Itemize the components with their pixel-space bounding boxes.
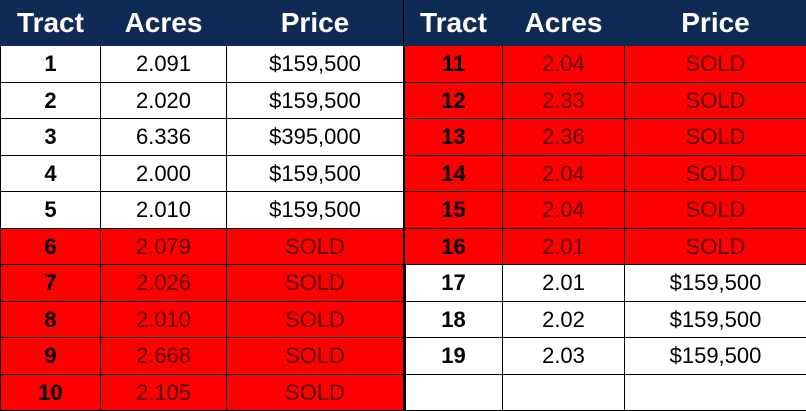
- acres-cell: 2.33: [503, 82, 625, 119]
- tract-column-header: Tract: [1, 1, 101, 46]
- price-cell: $159,500: [227, 192, 405, 229]
- acres-cell: 2.000: [101, 155, 227, 192]
- price-cell: SOLD: [227, 228, 405, 265]
- price-cell: SOLD: [625, 192, 806, 229]
- tract-cell: 9: [1, 338, 101, 375]
- acres-column-header: Acres: [503, 1, 625, 46]
- tract-column-header: Tract: [405, 1, 503, 46]
- acres-cell: 2.02: [503, 301, 625, 338]
- acres-cell: 2.020: [101, 82, 227, 119]
- tract-cell: 12: [405, 82, 503, 119]
- tract-cell: 7: [1, 265, 101, 302]
- acres-cell: 2.01: [503, 265, 625, 302]
- tract-cell: 16: [405, 228, 503, 265]
- price-cell: $159,500: [227, 82, 405, 119]
- header-row: Tract Acres Price: [1, 1, 405, 46]
- price-cell: $159,500: [625, 338, 806, 375]
- price-cell: SOLD: [227, 338, 405, 375]
- acres-cell: 2.03: [503, 338, 625, 375]
- acres-cell: 2.079: [101, 228, 227, 265]
- acres-cell: 2.04: [503, 46, 625, 83]
- tract-cell: 2: [1, 82, 101, 119]
- tract-cell: [405, 374, 503, 411]
- price-cell: SOLD: [227, 265, 405, 302]
- acres-cell: [503, 374, 625, 411]
- tract-cell: 19: [405, 338, 503, 375]
- price-column-header: Price: [625, 1, 806, 46]
- tract-cell: 5: [1, 192, 101, 229]
- acres-cell: 2.36: [503, 119, 625, 156]
- acres-cell: 2.04: [503, 155, 625, 192]
- tract-cell: 14: [405, 155, 503, 192]
- price-cell: $159,500: [227, 46, 405, 83]
- tract-cell: 3: [1, 119, 101, 156]
- price-cell: SOLD: [625, 119, 806, 156]
- acres-cell: 2.01: [503, 228, 625, 265]
- tract-cell: 13: [405, 119, 503, 156]
- price-cell: $159,500: [625, 301, 806, 338]
- price-cell: SOLD: [625, 82, 806, 119]
- tract-cell: 8: [1, 301, 101, 338]
- price-cell: SOLD: [227, 301, 405, 338]
- acres-cell: 2.026: [101, 265, 227, 302]
- price-cell: SOLD: [625, 155, 806, 192]
- tract-cell: 6: [1, 228, 101, 265]
- price-cell: SOLD: [625, 228, 806, 265]
- tract-cell: 4: [1, 155, 101, 192]
- tract-cell: 1: [1, 46, 101, 83]
- acres-cell: 2.668: [101, 338, 227, 375]
- price-column-header: Price: [227, 1, 405, 46]
- acres-cell: 2.091: [101, 46, 227, 83]
- table-row: [405, 374, 806, 411]
- header-row: Tract Acres Price: [405, 1, 806, 46]
- tract-cell: 17: [405, 265, 503, 302]
- price-cell: SOLD: [625, 46, 806, 83]
- acres-column-header: Acres: [101, 1, 227, 46]
- price-cell: $159,500: [625, 265, 806, 302]
- tract-cell: 11: [405, 46, 503, 83]
- price-cell: SOLD: [227, 374, 405, 411]
- price-cell: $395,000: [227, 119, 405, 156]
- tract-cell: 18: [405, 301, 503, 338]
- acres-cell: 2.010: [101, 192, 227, 229]
- price-cell: $159,500: [227, 155, 405, 192]
- acres-cell: 2.04: [503, 192, 625, 229]
- price-cell: [625, 374, 806, 411]
- tract-cell: 15: [405, 192, 503, 229]
- acres-cell: 2.010: [101, 301, 227, 338]
- tract-cell: 10: [1, 374, 101, 411]
- acres-cell: 2.105: [101, 374, 227, 411]
- acres-cell: 6.336: [101, 119, 227, 156]
